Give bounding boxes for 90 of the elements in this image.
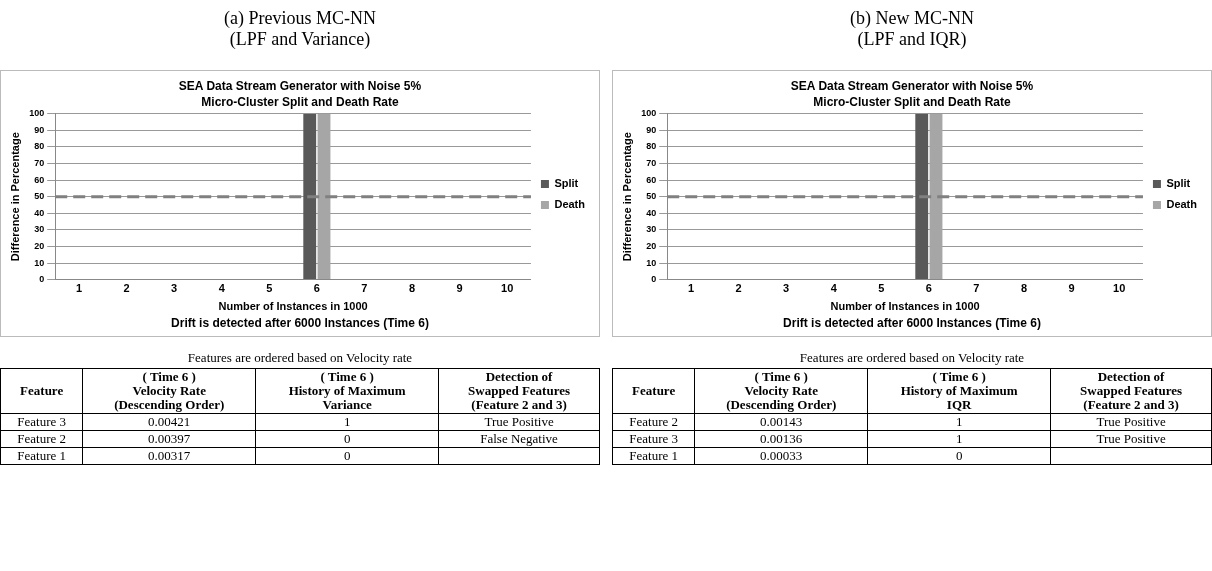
y-tick-label: 80 [34,141,45,152]
y-tick-label: 10 [646,257,657,268]
text: 0.00143 [694,413,868,431]
text: 0.00421 [82,413,256,431]
text: False Negative [438,430,600,448]
text: Feature 2 [612,413,695,431]
y-tick-label: 60 [646,174,657,185]
text: 1 [867,413,1051,431]
text: 0.00317 [82,447,256,465]
text: 0 [867,447,1051,465]
text: Features are ordered based on Velocity rate [798,350,1026,366]
x-tick-label: 10 [501,282,514,295]
y-tick-label: 50 [646,191,657,202]
text: Feature 2 [0,430,83,448]
text: Feature 1 [612,447,695,465]
x-tick-label: 2 [735,282,742,295]
y-tick-label: 70 [646,158,657,169]
category-label: ( Time 6 ) History of Maximum Variance [255,368,439,414]
text: 0.00136 [694,430,868,448]
x-tick-label: 1 [75,282,83,295]
legend-label: Death [554,198,586,211]
y-tick-label: 20 [646,240,657,251]
text: Drift is detected after 6000 Instances (Time 6) [782,316,1042,332]
text: 0 [255,447,439,465]
legend-label: Split [554,177,579,190]
y-tick-label: 40 [646,207,657,218]
text: True Positive [438,413,600,431]
x-tick-label: 8 [1020,282,1028,295]
category-label: Detection of Swapped Features (Feature 2 and 3) [438,368,600,414]
text: Feature 3 [0,413,83,431]
y-axis-title: Difference in Percentage [8,132,21,262]
y-tick-label: 90 [34,124,45,135]
text: True Positive [1050,413,1212,431]
x-tick-label: 4 [218,282,226,295]
chart-subtitle: Micro-Cluster Split and Death Rate [813,94,1011,109]
x-tick-label: 6 [313,282,320,295]
y-tick-label: 0 [651,274,657,285]
text: Drift is detected after 6000 Instances (Time 6) [170,316,430,332]
y-tick-label: 90 [646,124,657,135]
x-tick-label: 6 [925,282,932,295]
y-tick-label: 30 [646,224,657,235]
x-axis-title: Number of Instances in 1000 [830,300,980,313]
y-tick-label: 100 [29,108,45,119]
text: 0 [255,430,439,448]
y-tick-label: 30 [34,224,45,235]
x-tick-label: 3 [783,282,790,295]
category-label: ( Time 6 ) Velocity Rate (Descending Order) [82,368,256,414]
y-tick-label: 50 [34,191,45,202]
chart-title: SEA Data Stream Generator with Noise 5% [178,78,422,93]
text: Features are ordered based on Velocity rate [186,350,414,366]
text: Feature 1 [0,447,83,465]
category-label: ( Time 6 ) History of Maximum IQR [867,368,1051,414]
x-tick-label: 3 [171,282,178,295]
x-tick-label: 9 [1068,282,1075,295]
chart-title: SEA Data Stream Generator with Noise 5% [790,78,1034,93]
y-tick-label: 40 [34,207,45,218]
x-tick-label: 2 [123,282,130,295]
x-tick-label: 5 [266,282,273,295]
text: True Positive [1050,430,1212,448]
x-tick-label: 10 [1113,282,1126,295]
x-tick-label: 9 [456,282,463,295]
y-tick-label: 70 [34,158,45,169]
y-axis-title: Difference in Percentage [620,132,633,262]
y-tick-label: 100 [641,108,657,119]
text: 0.00397 [82,430,256,448]
text: 0.00033 [694,447,868,465]
category-label: ( Time 6 ) Velocity Rate (Descending Order) [694,368,868,414]
x-tick-label: 7 [973,282,980,295]
text: (b) New MC-NN (LPF and IQR) [849,7,975,51]
x-tick-label: 4 [830,282,838,295]
category-label: Feature [612,368,695,414]
legend-label: Death [1166,198,1198,211]
y-tick-label: 10 [34,257,45,268]
text: (a) Previous MC-NN (LPF and Variance) [223,7,377,51]
x-tick-label: 8 [408,282,416,295]
y-tick-label: 20 [34,240,45,251]
category-label: Feature [0,368,83,414]
chart-subtitle: Micro-Cluster Split and Death Rate [201,94,399,109]
y-tick-label: 60 [34,174,45,185]
x-tick-label: 7 [361,282,368,295]
text: 1 [255,413,439,431]
legend-label: Split [1166,177,1191,190]
y-tick-label: 80 [646,141,657,152]
x-tick-label: 1 [687,282,695,295]
x-axis-title: Number of Instances in 1000 [218,300,368,313]
x-tick-label: 5 [878,282,885,295]
text: 1 [867,430,1051,448]
category-label: Detection of Swapped Features (Feature 2 and 3) [1050,368,1212,414]
text: Feature 3 [612,430,695,448]
y-tick-label: 0 [39,274,45,285]
